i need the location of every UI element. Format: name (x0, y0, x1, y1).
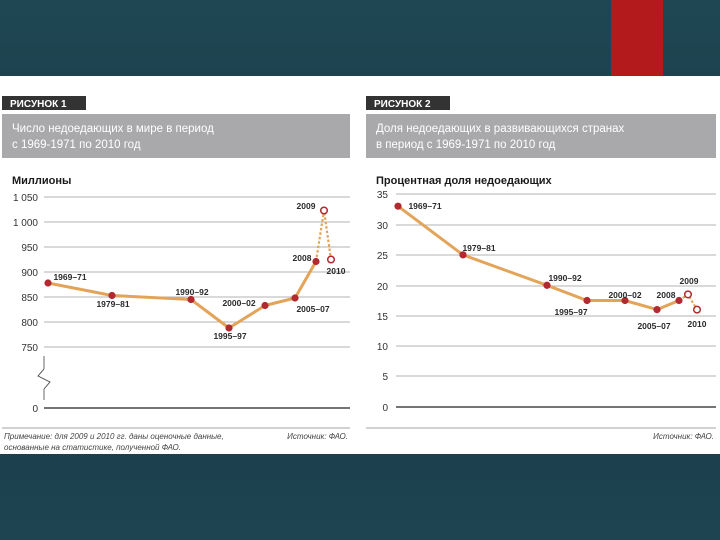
data-point-label: 2010 (327, 266, 346, 276)
figure-title-line: в период с 1969-1971 по 2010 год (376, 139, 556, 151)
data-point (653, 306, 661, 314)
data-point-label: 2000–02 (608, 290, 641, 300)
y-tick-label: 0 (382, 403, 388, 414)
data-point-label: 2005–07 (637, 321, 670, 331)
y-tick-label: 800 (21, 318, 38, 329)
red-accent-bar (611, 0, 663, 76)
y-axis-title: Процентная доля недоедающих (376, 175, 553, 187)
footnote-line: Примечание: для 2009 и 2010 гг. даны оце… (4, 432, 224, 441)
y-tick-label: 950 (21, 243, 38, 254)
data-point-label: 1969–71 (408, 201, 441, 211)
figure-title-line: Доля недоедающих в развивающихся странах (376, 123, 625, 135)
data-point-label: 1979–81 (96, 299, 129, 309)
y-tick-label: 5 (382, 372, 388, 383)
figure-tag-label: РИСУНОК 1 (10, 99, 67, 110)
y-tick-label: 20 (377, 282, 389, 293)
figures-svg: РИСУНОК 1 Число недоедающих в мире в пери… (2, 96, 716, 452)
data-point (225, 324, 233, 332)
data-point (44, 279, 52, 287)
data-point-label: 1979–81 (462, 243, 495, 253)
y-tick-label: 900 (21, 268, 38, 279)
data-point-label: 2008 (657, 290, 676, 300)
data-point (291, 294, 299, 302)
data-point (187, 295, 195, 304)
data-point-estimate (319, 206, 329, 215)
figure-tag-bar (2, 96, 86, 110)
data-point (394, 202, 402, 210)
y-tick-label: 850 (21, 293, 38, 304)
figure-title-bar (366, 114, 716, 158)
data-point (261, 301, 269, 310)
data-point-label: 2005–07 (296, 304, 329, 314)
y-tick-label: 25 (377, 251, 389, 262)
y-tick-label: 750 (21, 343, 38, 354)
data-point-label: 1990–92 (548, 273, 581, 283)
data-point (459, 251, 467, 259)
source-note: Источник: ФАО. (653, 432, 714, 441)
data-point-estimate (692, 305, 702, 314)
y-tick-label: 35 (377, 190, 389, 201)
data-point-estimate (683, 290, 693, 299)
axis-break-mark (37, 368, 51, 390)
data-point (675, 296, 683, 305)
figure-title-bar (2, 114, 350, 158)
y-tick-label: 1 000 (13, 218, 38, 229)
figure-title-line: с 1969-1971 по 2010 год (12, 139, 141, 151)
data-point-label: 1990–92 (175, 287, 208, 297)
data-point-label: 2000–02 (222, 298, 255, 308)
data-point-label: 2010 (688, 319, 707, 329)
figure-tag-bar (366, 96, 450, 110)
data-point (621, 296, 629, 305)
data-point (312, 257, 320, 266)
data-point-label: 2009 (297, 201, 316, 211)
y-axis-title: Миллионы (12, 175, 71, 187)
y-tick-label: 1 050 (13, 193, 38, 204)
data-point (583, 296, 591, 305)
y-tick-label: 0 (32, 404, 38, 415)
data-point-label: 1995–97 (554, 307, 587, 317)
figure-title-line: Число недоедающих в мире в период (12, 123, 214, 135)
slide-content: РИСУНОК 1 Число недоедающих в мире в пери… (0, 76, 720, 454)
data-point-label: 1995–97 (213, 331, 246, 341)
figure-tag-label: РИСУНОК 2 (374, 99, 431, 110)
y-tick-label: 15 (377, 312, 389, 323)
footnote-line: основанные на статистике, полученной ФАО… (4, 443, 181, 452)
data-point (543, 281, 551, 289)
y-tick-label: 10 (377, 342, 389, 353)
data-point-label: 1969–71 (53, 272, 86, 282)
y-tick-label: 30 (377, 221, 389, 232)
data-point-label: 2009 (680, 276, 699, 286)
data-point-label: 2008 (293, 253, 312, 263)
data-point (108, 291, 116, 300)
series-line-estimate (314, 209, 333, 262)
source-note: Источник: ФАО. (287, 432, 348, 441)
data-point-estimate (326, 255, 336, 264)
